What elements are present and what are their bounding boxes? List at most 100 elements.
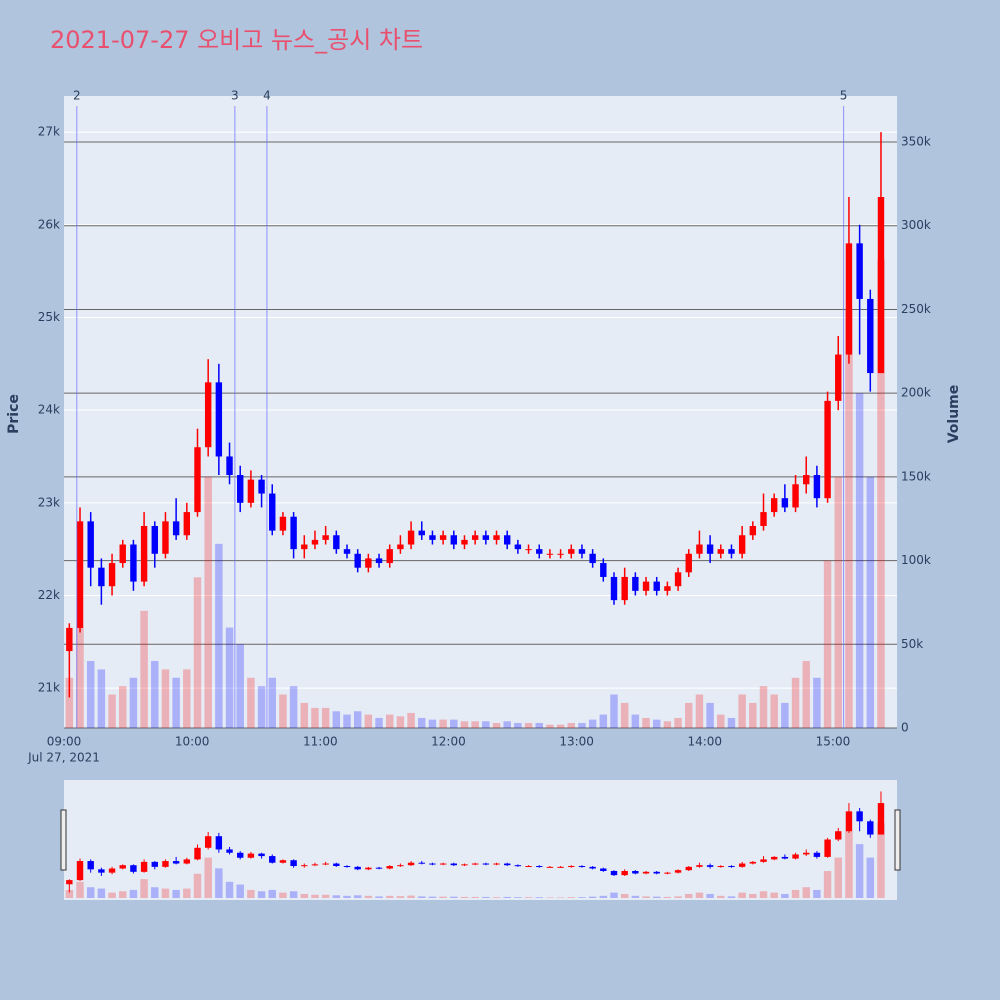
slider-volume-bar	[642, 896, 650, 898]
slider-volume-bar	[482, 896, 490, 898]
candle-body	[204, 382, 212, 448]
volume-bar	[813, 677, 821, 728]
slider-candle-body	[418, 862, 425, 864]
slider-candle-body	[642, 871, 650, 874]
candle-body	[407, 530, 415, 545]
slider-candle-body	[867, 821, 874, 835]
slider-volume-bar	[450, 896, 458, 898]
candle-body	[536, 549, 543, 554]
volume-bar	[257, 686, 266, 728]
volume-bar	[727, 717, 736, 728]
x-tick-label: 13:00	[559, 735, 594, 749]
slider-candle-body	[696, 865, 703, 867]
y-tick-label: 26k	[38, 217, 60, 231]
volume-bar	[332, 711, 341, 728]
candle-body	[354, 553, 361, 568]
candle-body	[589, 553, 596, 564]
slider-candle-body	[685, 866, 692, 871]
slider-candle-body	[610, 870, 618, 876]
volume-bar	[225, 627, 234, 728]
candle-body	[642, 581, 650, 591]
slider-candle-body	[450, 863, 458, 866]
y2-tick-label: 250k	[901, 302, 931, 316]
slider-volume-bar	[866, 857, 875, 898]
slider-candle-body	[877, 803, 885, 835]
candle-body	[685, 553, 692, 573]
slider-volume-bar	[289, 891, 298, 898]
volume-bar	[556, 724, 565, 728]
slider-volume-bar	[663, 896, 672, 898]
candle-body	[439, 535, 447, 540]
slider-candle-body	[301, 865, 308, 867]
candle-body	[557, 553, 564, 555]
volume-bar	[353, 711, 362, 728]
candle-body	[237, 475, 244, 503]
volume-bar	[140, 610, 148, 728]
slider-candle-body	[108, 868, 116, 873]
volume-bar	[567, 722, 576, 728]
volume-bar	[514, 722, 522, 728]
volume-bar	[385, 714, 394, 728]
candle-body	[258, 479, 265, 494]
plot-area	[64, 96, 897, 728]
candle-body	[322, 535, 329, 540]
volume-bar	[823, 560, 832, 728]
slider-volume-bar	[759, 891, 768, 898]
volume-bar	[375, 717, 383, 728]
slider-candle-body	[343, 866, 351, 868]
candle-body	[803, 475, 810, 485]
volume-bar	[151, 661, 159, 728]
slider-candle-body	[728, 866, 735, 868]
candle-body	[600, 563, 607, 577]
volume-bar	[706, 702, 714, 728]
candle-body	[877, 197, 885, 374]
slider-volume-bar	[546, 897, 554, 898]
candle-body	[343, 549, 351, 554]
annotation-label: 5	[840, 89, 848, 103]
slider-candle-body	[525, 866, 532, 868]
range-slider[interactable]	[64, 780, 897, 900]
slider-candle-body	[514, 865, 522, 867]
candle-body	[525, 549, 532, 551]
slider-volume-bar	[140, 879, 148, 898]
candle-body	[610, 576, 618, 601]
candle-body	[813, 475, 821, 499]
slider-volume-bar	[236, 884, 244, 898]
slider-volume-bar	[172, 889, 180, 898]
slider-volume-bar	[791, 889, 800, 898]
x-tick-label: 14:00	[687, 735, 722, 749]
slider-volume-bar	[652, 896, 661, 898]
slider-candle-body	[749, 861, 757, 864]
slider-candle-body	[386, 866, 393, 869]
y-tick-label: 24k	[38, 403, 60, 417]
x-tick-label: 09:00	[47, 735, 82, 749]
volume-bar	[759, 686, 768, 728]
slider-handle[interactable]	[894, 809, 901, 871]
slider-volume-bar	[855, 844, 864, 898]
slider-candle-body	[333, 863, 340, 867]
slider-candle-body	[215, 836, 223, 850]
slider-volume-bar	[375, 896, 383, 898]
slider-volume-bar	[268, 889, 276, 898]
candle-body	[183, 512, 191, 536]
slider-candle-body	[461, 864, 468, 866]
candle-body	[247, 479, 255, 503]
volume-bar	[610, 694, 618, 728]
candle-body	[514, 544, 522, 550]
volume-bar	[834, 476, 843, 728]
slider-candle-body	[258, 853, 265, 857]
slider-candle-body	[482, 863, 490, 865]
slider-handle[interactable]	[60, 809, 67, 871]
candle-body	[653, 581, 660, 591]
slider-volume-bar	[151, 887, 159, 898]
volume-bar	[866, 476, 875, 728]
slider-volume-bar	[407, 895, 415, 898]
candle-body	[162, 521, 169, 554]
candle-body	[301, 544, 308, 550]
slider-volume-bar	[599, 895, 608, 898]
volume-bar	[631, 714, 640, 728]
slider-volume-bar	[845, 830, 853, 898]
slider-volume-bar	[76, 881, 84, 898]
slider-volume-bar	[738, 892, 746, 898]
